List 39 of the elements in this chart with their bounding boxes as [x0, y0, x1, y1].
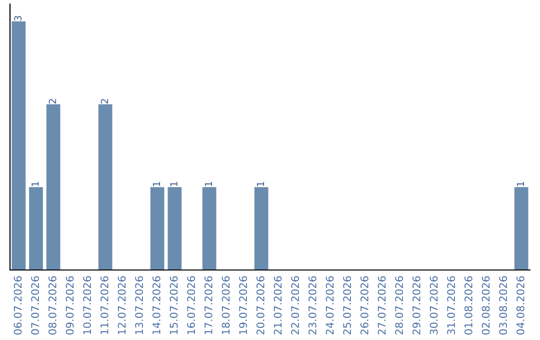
data-label: 2 — [48, 99, 56, 104]
x-tick-label: 30.07.2026 — [430, 276, 438, 334]
x-tick-label: 04.08.2026 — [516, 276, 524, 335]
data-label: 1 — [204, 182, 212, 186]
data-label: 1 — [516, 182, 524, 186]
x-tick-label: 27.07.2026 — [378, 276, 386, 334]
x-tick-label: 20.07.2026 — [256, 276, 264, 334]
x-tick-label: 26.07.2026 — [360, 276, 368, 334]
x-tick-label: 15.07.2026 — [170, 276, 178, 334]
x-tick-label: 23.07.2026 — [308, 276, 316, 334]
x-tick-label: 09.07.2026 — [66, 276, 74, 335]
x-tick-label: 29.07.2026 — [412, 276, 420, 334]
x-tick-label: 21.07.2026 — [274, 276, 282, 334]
x-tick-label: 28.07.2026 — [395, 276, 404, 334]
x-tick-label: 24.07.2026 — [326, 276, 334, 334]
x-tick-label: 01.08.2026 — [464, 276, 472, 335]
x-tick-label: 03.08.2026 — [499, 276, 508, 335]
x-tick-label: 11.07.2026 — [100, 276, 108, 334]
data-label: 1 — [170, 182, 178, 186]
x-tick-label: 31.07.2026 — [447, 276, 456, 334]
x-tick-label: 25.07.2026 — [343, 276, 352, 334]
data-label: 3 — [14, 16, 22, 21]
x-tick-label: 17.07.2026 — [204, 276, 212, 334]
x-tick-label: 02.08.2026 — [482, 276, 490, 335]
x-tick-label: 07.07.2026 — [31, 276, 40, 335]
x-tick-label: 13.07.2026 — [135, 276, 144, 334]
x-tick-label: 08.07.2026 — [48, 276, 56, 335]
x-tick-label: 14.07.2026 — [152, 276, 160, 334]
x-tick-label: 16.07.2026 — [187, 276, 196, 334]
data-label: 1 — [256, 182, 264, 186]
x-tick-label: 22.07.2026 — [291, 276, 300, 334]
x-tick-label: 06.07.2026 — [14, 276, 22, 335]
data-label: 1 — [32, 182, 39, 186]
x-tick-label: 19.07.2026 — [239, 276, 248, 334]
data-label: 1 — [152, 182, 160, 186]
x-tick-label: 12.07.2026 — [118, 276, 126, 334]
x-tick-label: 18.07.2026 — [222, 276, 230, 334]
x-tick-label: 10.07.2026 — [83, 276, 92, 334]
data-label: 2 — [100, 99, 108, 104]
